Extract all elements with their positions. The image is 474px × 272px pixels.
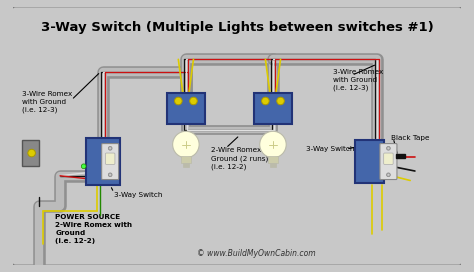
FancyBboxPatch shape: [254, 93, 292, 124]
FancyBboxPatch shape: [356, 140, 383, 183]
Circle shape: [277, 97, 284, 105]
Circle shape: [262, 97, 269, 105]
Circle shape: [260, 131, 286, 158]
FancyBboxPatch shape: [86, 138, 119, 185]
Circle shape: [173, 131, 199, 158]
Circle shape: [28, 149, 36, 157]
Text: 3-Way Switch: 3-Way Switch: [114, 192, 162, 198]
FancyBboxPatch shape: [167, 93, 205, 124]
Circle shape: [109, 147, 111, 149]
Text: 2-Wire Romex with
Ground (2 runs)
(i.e. 12-2): 2-Wire Romex with Ground (2 runs) (i.e. …: [211, 147, 279, 170]
FancyBboxPatch shape: [383, 153, 393, 164]
Circle shape: [82, 164, 86, 169]
Circle shape: [108, 173, 112, 177]
FancyBboxPatch shape: [22, 140, 39, 166]
FancyBboxPatch shape: [181, 156, 191, 163]
Circle shape: [109, 174, 111, 176]
Bar: [396, 154, 405, 158]
FancyBboxPatch shape: [183, 163, 189, 167]
FancyBboxPatch shape: [105, 153, 115, 164]
Text: 3-Wire Romex
with Ground
(i.e. 12-3): 3-Wire Romex with Ground (i.e. 12-3): [333, 69, 383, 91]
FancyBboxPatch shape: [268, 156, 278, 163]
Circle shape: [387, 174, 389, 176]
Text: © www.BuildMyOwnCabin.com: © www.BuildMyOwnCabin.com: [197, 249, 316, 258]
FancyBboxPatch shape: [101, 144, 118, 180]
Circle shape: [190, 97, 197, 105]
FancyBboxPatch shape: [270, 163, 276, 167]
Circle shape: [174, 97, 182, 105]
Circle shape: [387, 147, 389, 149]
Text: Black Tape: Black Tape: [391, 135, 430, 141]
FancyBboxPatch shape: [380, 144, 397, 180]
Circle shape: [108, 146, 112, 150]
Circle shape: [386, 173, 390, 177]
Circle shape: [386, 146, 390, 150]
Text: 3-Wire Romex
with Ground
(i.e. 12-3): 3-Wire Romex with Ground (i.e. 12-3): [22, 91, 73, 113]
FancyBboxPatch shape: [12, 6, 462, 266]
Text: 3-Way Switch (Multiple Lights between switches #1): 3-Way Switch (Multiple Lights between sw…: [41, 21, 433, 33]
Text: 3-Way Switch: 3-Way Switch: [306, 146, 355, 152]
Text: POWER SOURCE
2-Wire Romex with
Ground
(i.e. 12-2): POWER SOURCE 2-Wire Romex with Ground (i…: [55, 214, 132, 244]
